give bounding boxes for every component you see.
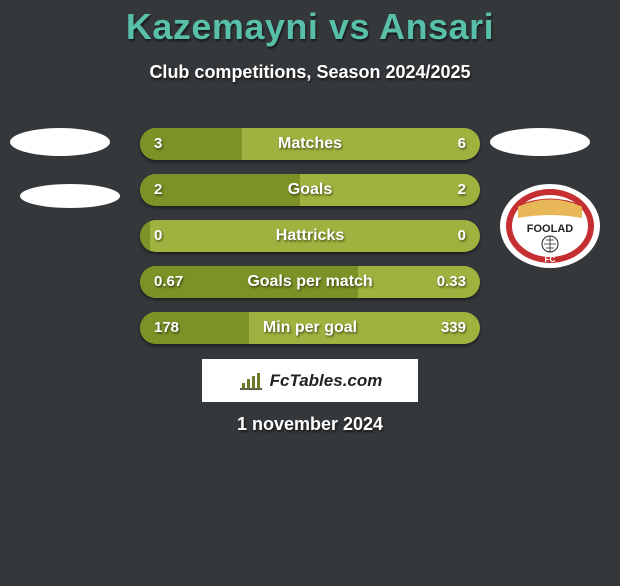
comparison-bars: 3 Matches 6 2 Goals 2 0 Hattricks 0 0.67… (140, 128, 480, 358)
page-title: Kazemayni vs Ansari (0, 6, 620, 48)
bar-chart-icon (238, 371, 264, 391)
crest-svg: FOOLAD FC (500, 184, 600, 268)
bar-category: Matches (140, 128, 480, 160)
club-crest-foolad: FOOLAD FC (500, 184, 600, 268)
player-right-ellipse (490, 128, 590, 156)
bar-row: 3 Matches 6 (140, 128, 480, 160)
bar-right-value: 0 (458, 220, 466, 252)
bar-row: 0.67 Goals per match 0.33 (140, 266, 480, 298)
fctables-branding: FcTables.com (202, 359, 418, 402)
bar-category: Min per goal (140, 312, 480, 344)
fctables-label: FcTables.com (270, 371, 383, 391)
bar-right-value: 0.33 (437, 266, 466, 298)
player-left-ellipse-2 (20, 184, 120, 208)
player-left-ellipse-1 (10, 128, 110, 156)
bar-right-value: 6 (458, 128, 466, 160)
bar-category: Goals per match (140, 266, 480, 298)
bar-category: Goals (140, 174, 480, 206)
comparison-date: 1 november 2024 (0, 414, 620, 435)
subtitle: Club competitions, Season 2024/2025 (0, 62, 620, 83)
bar-row: 0 Hattricks 0 (140, 220, 480, 252)
bar-category: Hattricks (140, 220, 480, 252)
bar-row: 2 Goals 2 (140, 174, 480, 206)
bar-right-value: 339 (441, 312, 466, 344)
svg-text:FOOLAD: FOOLAD (527, 223, 573, 235)
bar-right-value: 2 (458, 174, 466, 206)
svg-text:FC: FC (545, 255, 556, 264)
bar-row: 178 Min per goal 339 (140, 312, 480, 344)
